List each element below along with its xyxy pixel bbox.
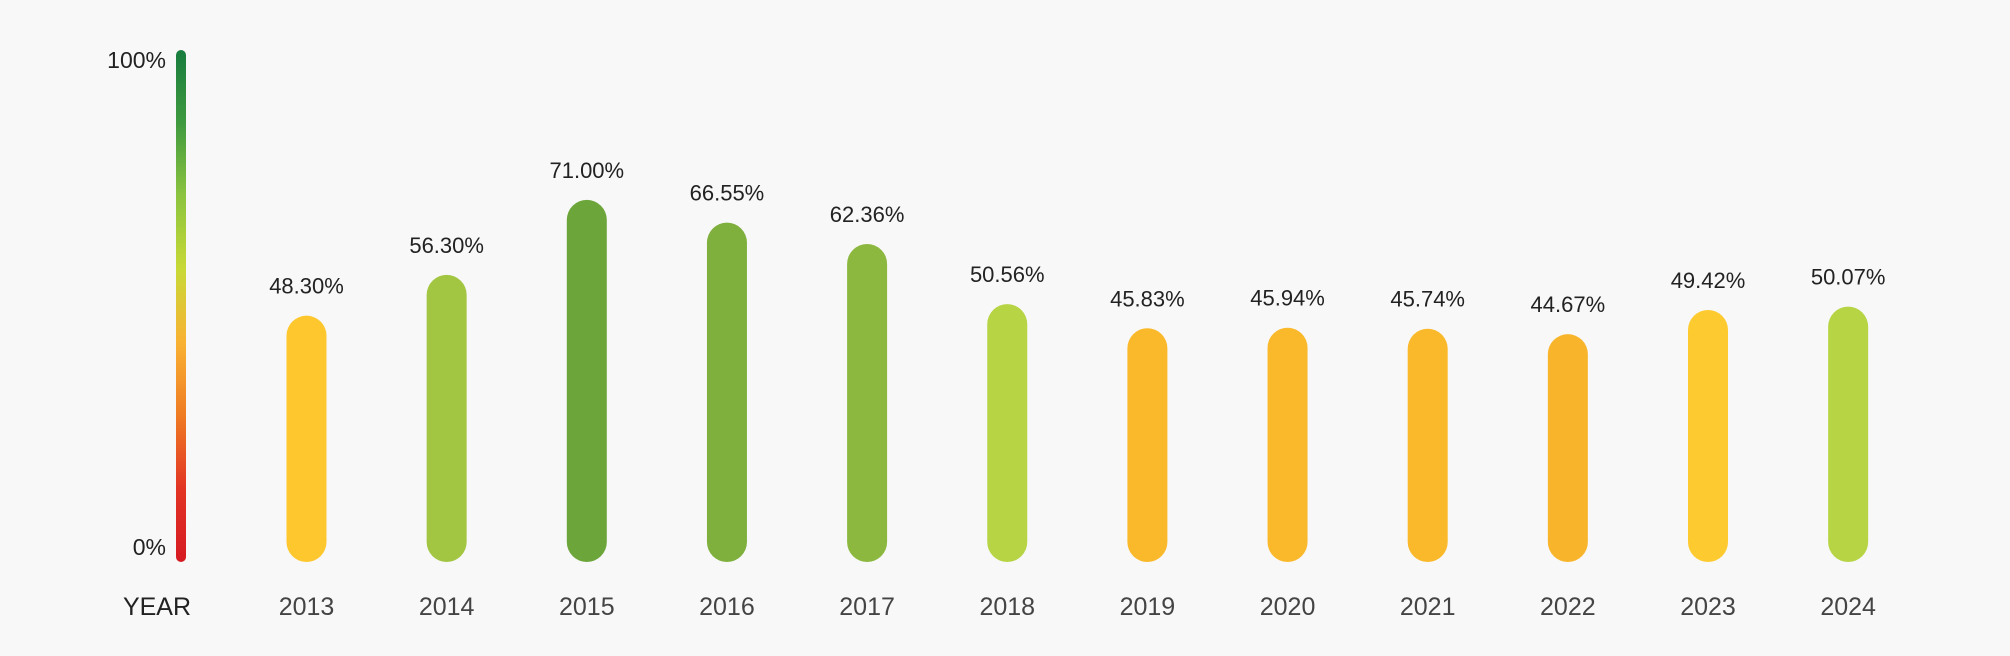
- x-tick-2019: 2019: [1120, 593, 1176, 621]
- value-label-2021: 45.74%: [1390, 287, 1465, 312]
- value-label-2014: 56.30%: [409, 233, 484, 258]
- x-axis-label: YEAR: [123, 593, 191, 621]
- bar-2020: [1267, 327, 1308, 562]
- value-label-2013: 48.30%: [269, 274, 344, 299]
- bar-2022: [1547, 334, 1588, 562]
- bar-2024: [1828, 306, 1869, 562]
- bar-2023: [1688, 309, 1728, 562]
- x-tick-2020: 2020: [1260, 593, 1316, 621]
- value-label-2020: 45.94%: [1250, 286, 1325, 311]
- bar-2017: [847, 243, 888, 563]
- x-tick-2021: 2021: [1400, 593, 1456, 621]
- x-tick-2023: 2023: [1680, 593, 1736, 621]
- scale-bottom-label: 0%: [133, 534, 166, 560]
- x-tick-2016: 2016: [699, 593, 755, 621]
- x-tick-2022: 2022: [1540, 593, 1596, 621]
- bar-2013: [286, 315, 327, 562]
- bars-group: 48.30% 2013 56.30% 2014 71.00% 2015 66.55% 2016…: [269, 158, 1885, 621]
- x-tick-2017: 2017: [839, 593, 895, 621]
- scale-top-label: 100%: [107, 47, 166, 73]
- x-tick-2015: 2015: [559, 593, 615, 621]
- x-tick-2013: 2013: [279, 593, 335, 621]
- x-tick-2014: 2014: [419, 593, 475, 621]
- bar-2014: [426, 274, 467, 562]
- color-scale: 100% 0%: [107, 47, 186, 562]
- value-label-2018: 50.56%: [970, 262, 1045, 287]
- x-tick-2018: 2018: [979, 593, 1035, 621]
- value-label-2019: 45.83%: [1110, 286, 1185, 311]
- bar-2018: [987, 304, 1028, 562]
- bar-2015: [566, 199, 607, 562]
- value-label-2024: 50.07%: [1811, 265, 1886, 290]
- color-scale-bar: [176, 50, 186, 562]
- bar-2019: [1127, 328, 1168, 562]
- value-label-2022: 44.67%: [1531, 292, 1606, 317]
- value-label-2023: 49.42%: [1671, 268, 1746, 293]
- bar-2016: [706, 222, 747, 562]
- value-label-2016: 66.55%: [690, 181, 765, 206]
- x-tick-2024: 2024: [1820, 593, 1876, 621]
- bar-2021: [1407, 328, 1448, 562]
- value-label-2015: 71.00%: [549, 158, 624, 183]
- value-label-2017: 62.36%: [830, 202, 905, 227]
